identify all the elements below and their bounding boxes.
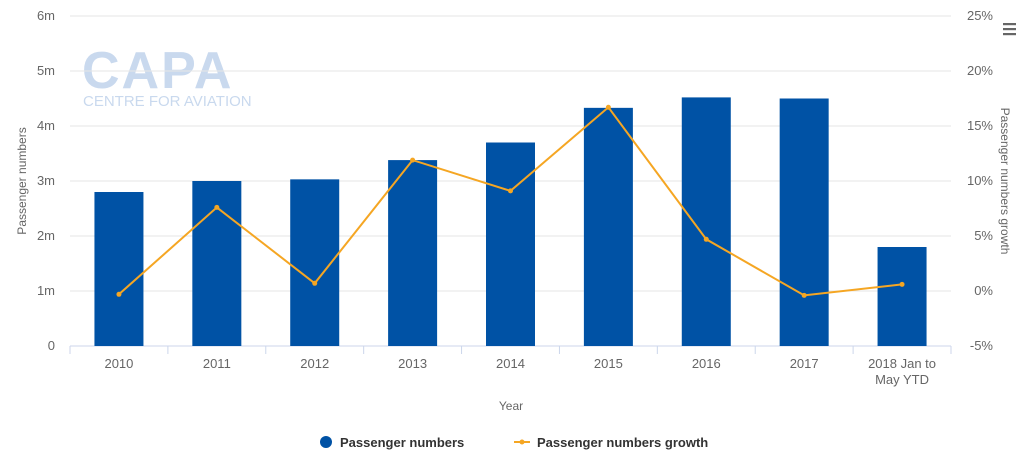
y-tick-label: 3m bbox=[37, 173, 55, 188]
hamburger-menu-icon[interactable] bbox=[1000, 19, 1018, 39]
legend-label-passenger-numbers-growth: Passenger numbers growth bbox=[537, 435, 708, 450]
growth-point-2017[interactable] bbox=[801, 292, 807, 298]
x-tick-label: 2016 bbox=[692, 356, 721, 371]
legend-item-passenger-numbers[interactable]: Passenger numbers bbox=[320, 435, 464, 450]
legend: Passenger numbers Passenger numbers grow… bbox=[320, 435, 708, 450]
bar-2015[interactable] bbox=[583, 107, 633, 346]
growth-point-2016[interactable] bbox=[703, 236, 709, 242]
legend-item-passenger-numbers-growth[interactable]: Passenger numbers growth bbox=[514, 435, 708, 450]
y-tick-label: 1m bbox=[37, 283, 55, 298]
bar-2013[interactable] bbox=[388, 160, 438, 346]
bar-2010[interactable] bbox=[94, 192, 144, 346]
y2-axis-title: Passenger numbers growth bbox=[998, 108, 1012, 255]
line-series bbox=[116, 104, 905, 298]
capa-logo: CAPA CENTRE FOR AVIATION bbox=[82, 42, 252, 110]
y-tick-label: 2m bbox=[37, 228, 55, 243]
y2-tick-label: -5% bbox=[970, 338, 994, 353]
legend-bar-marker bbox=[320, 436, 332, 448]
bar-series bbox=[94, 97, 927, 347]
growth-point-2014[interactable] bbox=[508, 188, 513, 194]
x-tick-label: 2014 bbox=[496, 356, 525, 371]
growth-point-2013[interactable] bbox=[410, 157, 416, 163]
right-axis-ticks: -5% 0% 5% 10% 15% 20% 25% bbox=[967, 8, 993, 353]
x-tick-label: 2013 bbox=[398, 356, 427, 371]
y-tick-label: 5m bbox=[37, 63, 55, 78]
y-axis-title: Passenger numbers bbox=[15, 127, 29, 234]
y2-tick-label: 20% bbox=[967, 63, 993, 78]
legend-label-passenger-numbers: Passenger numbers bbox=[340, 435, 464, 450]
y2-tick-label: 5% bbox=[974, 228, 993, 243]
growth-point-2012[interactable] bbox=[312, 280, 318, 286]
growth-point-2010[interactable] bbox=[116, 291, 122, 297]
bar-2016[interactable] bbox=[681, 97, 731, 347]
legend-line-dot bbox=[519, 439, 525, 445]
x-axis-ticks: 2010 2011 2012 2013 2014 2015 2016 2017 2018 Jan… bbox=[69, 346, 952, 387]
y-tick-label: 4m bbox=[37, 118, 55, 133]
watermark-sub-text: CENTRE FOR AVIATION bbox=[83, 93, 252, 110]
growth-point-2011[interactable] bbox=[214, 204, 220, 210]
x-tick-label: 2017 bbox=[790, 356, 819, 371]
x-axis-title: Year bbox=[499, 399, 523, 413]
y2-tick-label: 0% bbox=[974, 283, 993, 298]
y2-tick-label: 10% bbox=[967, 173, 993, 188]
x-tick-label: 2012 bbox=[300, 356, 329, 371]
y-tick-label: 6m bbox=[37, 8, 55, 23]
growth-point-2018-jan-to-may-ytd[interactable] bbox=[899, 281, 905, 287]
y2-tick-label: 25% bbox=[967, 8, 993, 23]
x-tick-label: 2015 bbox=[594, 356, 623, 371]
bar-2018-jan-to-may-ytd[interactable] bbox=[877, 247, 927, 346]
x-tick-label: 2018 Jan to May YTD bbox=[868, 356, 936, 387]
y2-tick-label: 15% bbox=[967, 118, 993, 133]
x-tick-label: 2011 bbox=[203, 356, 231, 371]
y-tick-label: 0 bbox=[48, 338, 55, 353]
bar-2017[interactable] bbox=[779, 98, 829, 347]
x-tick-label: 2010 bbox=[104, 356, 133, 371]
bar-2014[interactable] bbox=[486, 142, 535, 347]
growth-point-2015[interactable] bbox=[605, 104, 611, 110]
left-axis-ticks: 0 1m 2m 3m 4m 5m 6m bbox=[37, 8, 55, 353]
